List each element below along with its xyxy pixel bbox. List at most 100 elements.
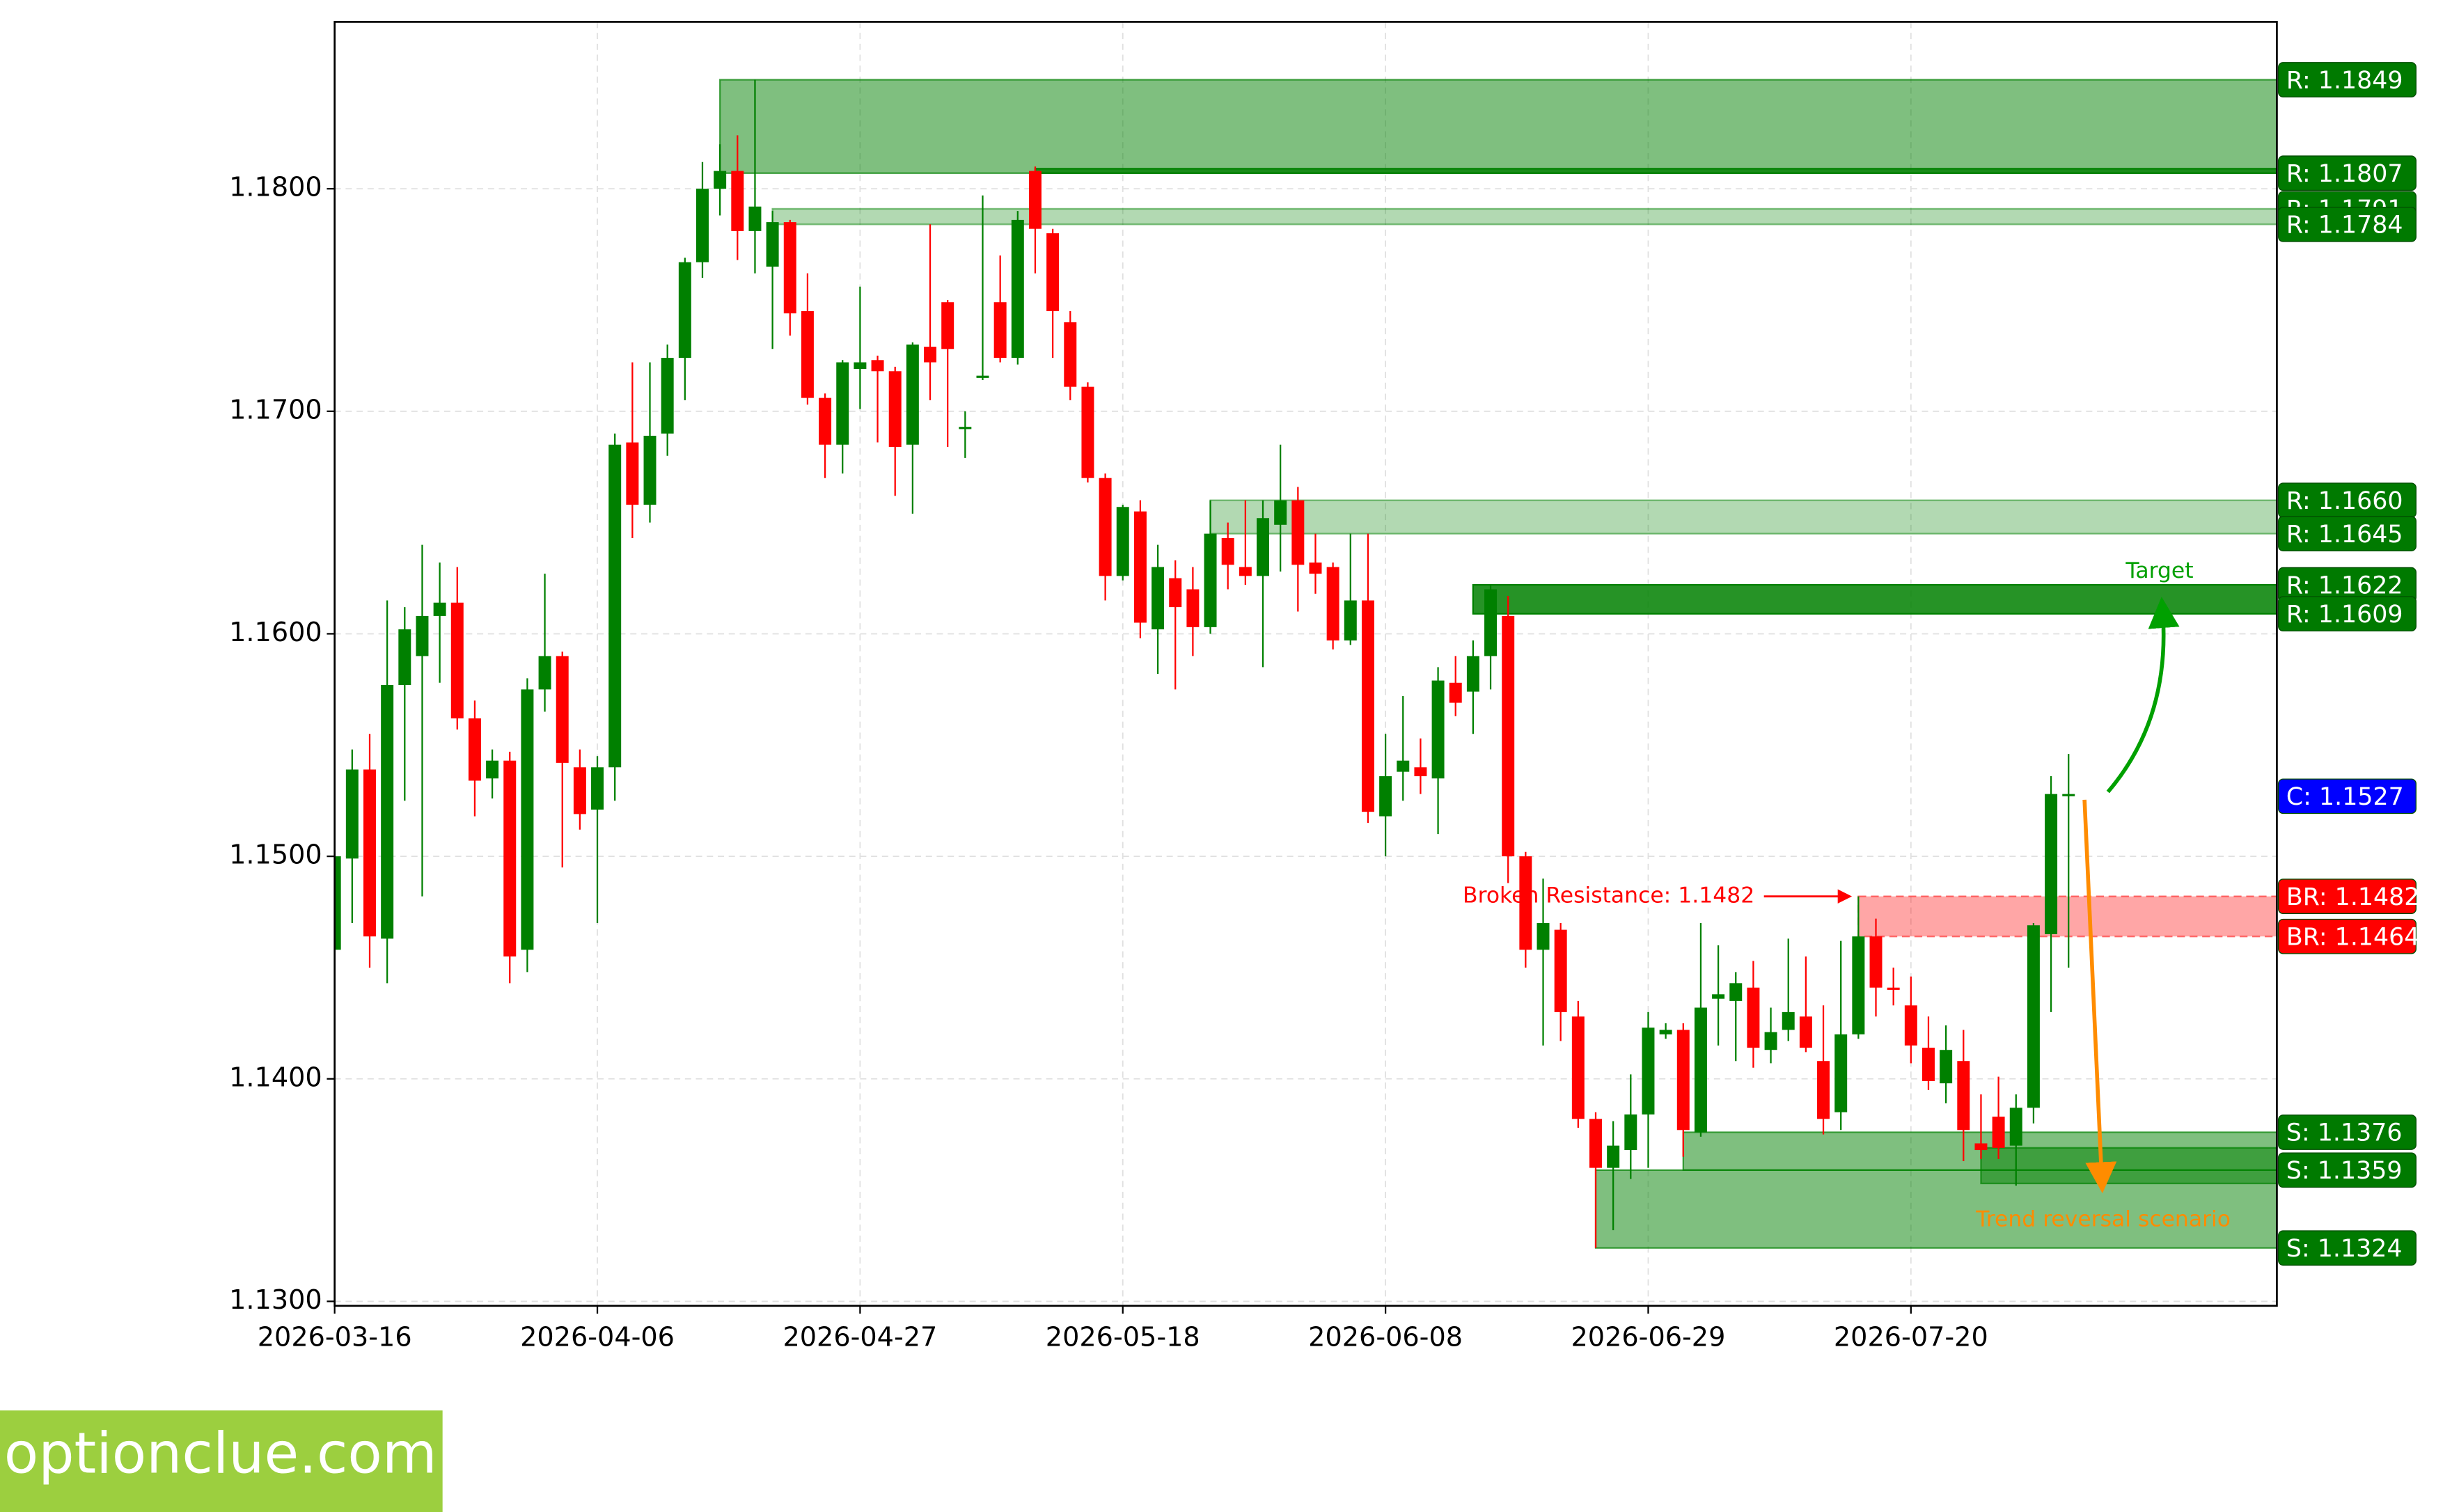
candle-body [556,656,569,763]
candle-body [1747,987,1760,1048]
candle-body [836,362,849,445]
candle-body [1887,987,1900,990]
candle-body [1974,1143,1988,1151]
level-label: S: 1.1376 [2286,1119,2403,1147]
candle-body [2062,794,2075,796]
candle-body [334,856,341,950]
level-label: R: 1.1622 [2286,572,2403,599]
zone [1034,168,2277,174]
candle-body [678,262,691,359]
candle-body [591,767,604,810]
candle-body [1921,1048,1935,1081]
candle-body [345,769,359,859]
candle-body [1940,1050,1953,1084]
candle-body [1869,936,1883,988]
y-tick-label: 1.1300 [229,1284,322,1315]
annotation: Trend reversal scenario [1975,1206,2231,1231]
level-label: S: 1.1324 [2286,1235,2403,1263]
candle-body [1431,680,1445,779]
y-tick-label: 1.1400 [229,1062,322,1092]
candle-body [1186,589,1200,627]
level-label: R: 1.1784 [2286,212,2403,239]
candle-body [1204,533,1217,627]
candle-body [1257,518,1269,576]
candle-body [1624,1114,1637,1151]
zone [1472,584,2277,615]
candle-body [924,347,937,363]
candle-body [2027,925,2040,1108]
candle-body [1712,994,1725,999]
candle-body [450,602,464,718]
x-tick-label: 2026-04-06 [520,1321,675,1352]
level-label-box [2278,778,2417,814]
candle-body [976,375,989,378]
reversal-arrow [2082,799,2117,1194]
x-tick-label: 2026-06-29 [1571,1321,1726,1352]
level-label-box [2278,879,2417,915]
candle-body [1834,1034,1848,1112]
candle-body [695,189,709,262]
candle-body [714,171,727,189]
candle-body [1274,500,1287,525]
candle-body [1046,233,1060,311]
candle-body [1659,1030,1672,1034]
candle-body [1764,1032,1777,1050]
candle-body [2009,1108,2022,1146]
candle-body [1309,562,1322,574]
candle-body [888,371,902,447]
candle-body [1817,1061,1830,1119]
axes-frame [333,21,2278,1307]
candle-body [1782,1011,1795,1030]
candle-body [1852,936,1865,1034]
candle-body [1099,478,1112,576]
candle-body [1152,567,1165,630]
candle-body [381,684,394,939]
x-tick-label: 2026-06-08 [1308,1321,1463,1352]
level-label: R: 1.1609 [2286,601,2403,629]
candle-body [1992,1117,2005,1148]
candle-body [1957,1061,1970,1131]
candle-body [854,362,867,370]
zone [1857,895,2277,938]
level-label-box [2278,1152,2417,1188]
y-tick-label: 1.1500 [229,840,322,870]
candle-body [1466,656,1479,692]
y-tick-label: 1.1600 [229,617,322,647]
candle-body [1607,1145,1620,1168]
candle-body [1169,578,1182,608]
candle-body [993,302,1007,359]
candle-body [766,222,779,267]
level-label: R: 1.1645 [2286,521,2403,549]
candle-body [661,358,674,434]
zone [771,207,2277,226]
candle-body [643,435,657,505]
candle-body [398,629,411,685]
level-label-box [2278,206,2417,242]
candle-body [2045,794,2058,934]
candle-body [1081,386,1094,478]
level-label-box [2278,62,2417,97]
candle-body [1326,567,1339,641]
x-tick-label: 2026-05-18 [1046,1321,1200,1352]
candle-body [608,444,622,768]
candle-body [1676,1030,1690,1131]
x-tick-label: 2026-07-20 [1834,1321,1988,1352]
zone [1209,499,2277,535]
candle-body [783,222,796,314]
candle-body [503,760,517,956]
level-label-box [2278,596,2417,632]
candle-body [521,689,534,950]
level-label: C: 1.1527 [2286,783,2404,811]
level-label: BR: 1.1482 [2286,883,2420,911]
candle-body [941,302,954,349]
candle-body [1239,567,1252,576]
candle-body [416,615,429,656]
watermark-box [0,1410,443,1512]
candle-body [906,344,919,445]
candle-body [1589,1119,1602,1168]
y-tick-label: 1.1700 [229,394,322,425]
candle-body [1729,983,1743,1001]
